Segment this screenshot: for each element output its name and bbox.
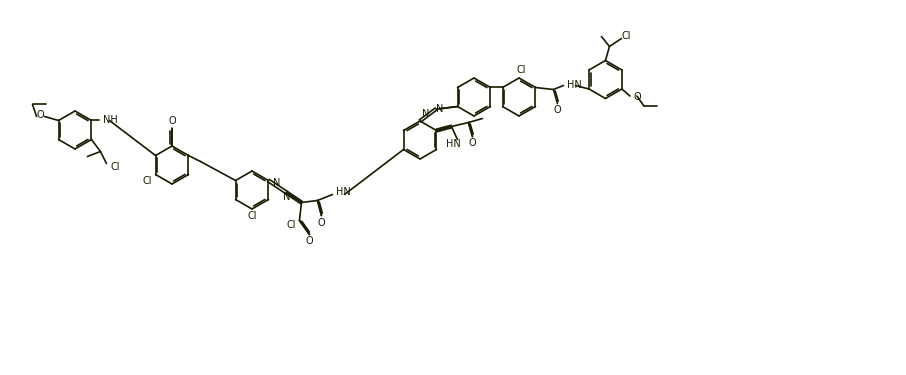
Text: Cl: Cl	[247, 211, 256, 221]
Text: N: N	[437, 104, 444, 114]
Text: HN: HN	[567, 80, 583, 90]
Text: O: O	[468, 138, 477, 148]
Text: O: O	[37, 111, 44, 120]
Text: Cl: Cl	[516, 65, 525, 75]
Text: N: N	[422, 109, 429, 119]
Text: Cl: Cl	[286, 220, 296, 231]
Text: Cl: Cl	[143, 176, 152, 186]
Text: O: O	[634, 92, 641, 102]
Text: O: O	[169, 116, 176, 126]
Text: O: O	[305, 237, 313, 246]
Text: Cl: Cl	[622, 32, 631, 42]
Text: O: O	[318, 217, 325, 228]
Text: HN: HN	[446, 140, 461, 150]
Text: HN: HN	[336, 188, 352, 198]
Text: O: O	[554, 105, 561, 116]
Text: N: N	[283, 192, 290, 201]
Text: N: N	[273, 177, 280, 188]
Text: Cl: Cl	[111, 162, 120, 171]
Text: NH: NH	[103, 116, 118, 126]
